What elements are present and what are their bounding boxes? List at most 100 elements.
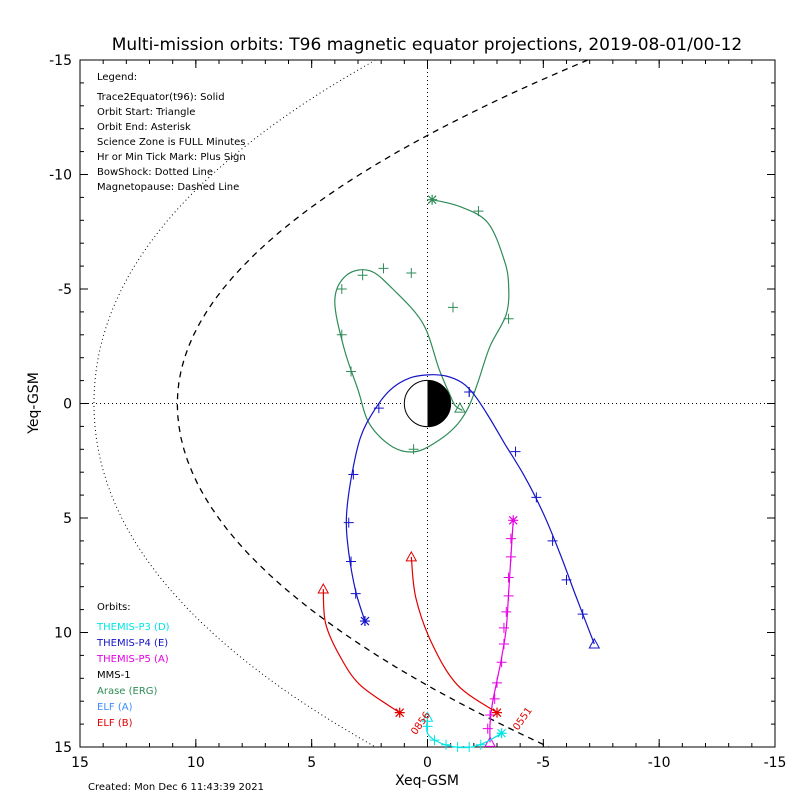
hour-tick-plus xyxy=(447,302,458,313)
orbit-elf-b-0551 xyxy=(405,550,502,718)
orbits-heading: Orbits: xyxy=(97,602,131,613)
hour-tick-plus xyxy=(350,588,361,599)
legend-line: Orbit End: Asterisk xyxy=(97,122,191,133)
orbit-themis-p4-e- xyxy=(343,374,601,649)
legend-line: Science Zone is FULL Minutes xyxy=(97,137,246,148)
orbit-end-asterisk xyxy=(394,707,405,718)
hour-tick-plus xyxy=(489,693,500,704)
x-tick-label: 0 xyxy=(423,755,432,771)
hour-tick-plus xyxy=(408,444,419,455)
hour-tick-plus xyxy=(452,742,463,752)
hour-tick-plus xyxy=(496,657,507,668)
orbit-trace-line xyxy=(334,199,510,453)
legend-line: Trace2Equator(t96): Solid xyxy=(96,92,225,103)
y-tick-label: 5 xyxy=(63,511,72,527)
hour-tick-plus xyxy=(531,492,542,503)
orbit-legend-entry: ELF (B) xyxy=(97,718,133,729)
orbit-elf-b-0856 xyxy=(317,582,405,718)
orbit-legend-entry: ELF (A) xyxy=(97,702,133,713)
orbit-legend-entry: Arase (ERG) xyxy=(97,686,158,697)
hour-tick-plus xyxy=(503,313,514,324)
x-tick-label: 10 xyxy=(187,755,205,771)
hour-tick-plus xyxy=(378,263,389,274)
legend-heading: Legend: xyxy=(97,72,137,83)
hour-tick-plus xyxy=(336,284,347,294)
hour-tick-plus xyxy=(429,735,440,746)
x-tick-label: -5 xyxy=(536,755,550,771)
legend: Legend: Trace2Equator(t96): Solid Orbit … xyxy=(96,72,246,193)
y-tick-label: 10 xyxy=(54,626,72,642)
orbit-end-asterisk xyxy=(508,515,519,526)
orbit-end-asterisk xyxy=(359,616,370,627)
orbit-series: 0856 0551 xyxy=(317,194,601,752)
hour-tick-plus xyxy=(422,721,433,732)
y-tick-label: -5 xyxy=(58,282,72,298)
orbit-trace-line xyxy=(322,588,401,714)
earth-icon xyxy=(403,379,452,428)
chart-title: Multi-mission orbits: T96 magnetic equat… xyxy=(112,35,743,55)
legend-line: Hr or Min Tick Mark: Plus Sign xyxy=(97,152,246,163)
y-tick-label: -15 xyxy=(49,53,72,69)
hour-tick-plus xyxy=(503,572,514,583)
hour-tick-plus xyxy=(503,590,514,601)
magnetopause-line xyxy=(176,59,589,748)
x-tick-label: -10 xyxy=(648,755,671,771)
y-tick-label: 15 xyxy=(54,740,72,756)
earth-night-side xyxy=(427,380,451,427)
hour-tick-plus xyxy=(510,446,521,457)
hour-tick-plus xyxy=(475,739,486,750)
y-tick-labels: -15 -10 -5 0 5 10 15 xyxy=(49,53,72,756)
legend-line: Orbit Start: Triangle xyxy=(97,107,195,118)
x-tick-labels: 15 10 5 0 -5 -10 -15 xyxy=(71,755,786,771)
orbit-trace-line xyxy=(410,556,498,714)
hour-tick-plus xyxy=(577,609,588,620)
orbit-start-triangle xyxy=(588,637,601,649)
hour-tick-plus xyxy=(464,387,475,398)
y-tick-label: 0 xyxy=(63,397,72,413)
hour-tick-plus xyxy=(492,677,502,688)
orbit-trace-line xyxy=(345,374,595,645)
orbit-start-triangle xyxy=(454,402,466,413)
hour-tick-plus xyxy=(561,574,572,585)
orbit-legend-entry: THEMIS-P4 (E) xyxy=(96,638,168,649)
orbit-end-asterisk xyxy=(427,194,438,205)
orbit-legend-entry: THEMIS-P3 (D) xyxy=(96,622,170,633)
hour-tick-plus xyxy=(346,556,357,567)
hour-tick-plus xyxy=(336,329,347,340)
hour-tick-plus xyxy=(464,742,475,752)
hour-tick-plus xyxy=(498,622,509,633)
orbit-end-asterisk xyxy=(496,728,507,739)
hour-tick-plus xyxy=(441,739,452,750)
y-axis-label: Yeq-GSM xyxy=(26,372,42,435)
orbit-themis-p5-a- xyxy=(482,515,519,747)
created-stamp: Created: Mon Dec 6 11:43:39 2021 xyxy=(88,782,264,793)
hour-tick-plus xyxy=(473,206,484,217)
hour-tick-plus xyxy=(373,403,384,414)
legend-line: BowShock: Dotted Line xyxy=(97,167,213,178)
hour-tick-plus xyxy=(406,267,417,278)
orbits-legend: Orbits: THEMIS-P3 (D) THEMIS-P4 (E) THEMIS… xyxy=(96,602,170,729)
orbit-legend-entry: THEMIS-P5 (A) xyxy=(96,654,169,665)
hour-tick-plus xyxy=(482,723,493,734)
hour-tick-plus xyxy=(485,709,496,720)
hour-tick-plus xyxy=(357,270,368,281)
hour-tick-plus xyxy=(547,535,558,546)
legend-line: Magnetopause: Dashed Line xyxy=(97,182,239,193)
x-tick-label: -15 xyxy=(764,755,787,771)
orbit-legend-entry: MMS-1 xyxy=(97,670,131,681)
y-tick-label: -10 xyxy=(49,168,72,184)
orbit-end-asterisk xyxy=(492,707,502,718)
x-tick-label: 15 xyxy=(71,755,89,771)
hour-tick-plus xyxy=(498,638,509,649)
hour-tick-plus xyxy=(501,606,512,617)
hour-tick-plus xyxy=(348,469,359,480)
orbit-start-triangle xyxy=(405,550,418,562)
hour-tick-plus xyxy=(505,533,516,544)
hour-tick-plus xyxy=(343,517,354,528)
orbit-themis-p3-d- xyxy=(421,711,507,752)
orbit-annotation: 0551 xyxy=(511,706,535,733)
x-tick-label: 5 xyxy=(307,755,316,771)
x-axis-label: Xeq-GSM xyxy=(395,773,459,789)
orbit-annotation: 0856 xyxy=(409,710,433,737)
